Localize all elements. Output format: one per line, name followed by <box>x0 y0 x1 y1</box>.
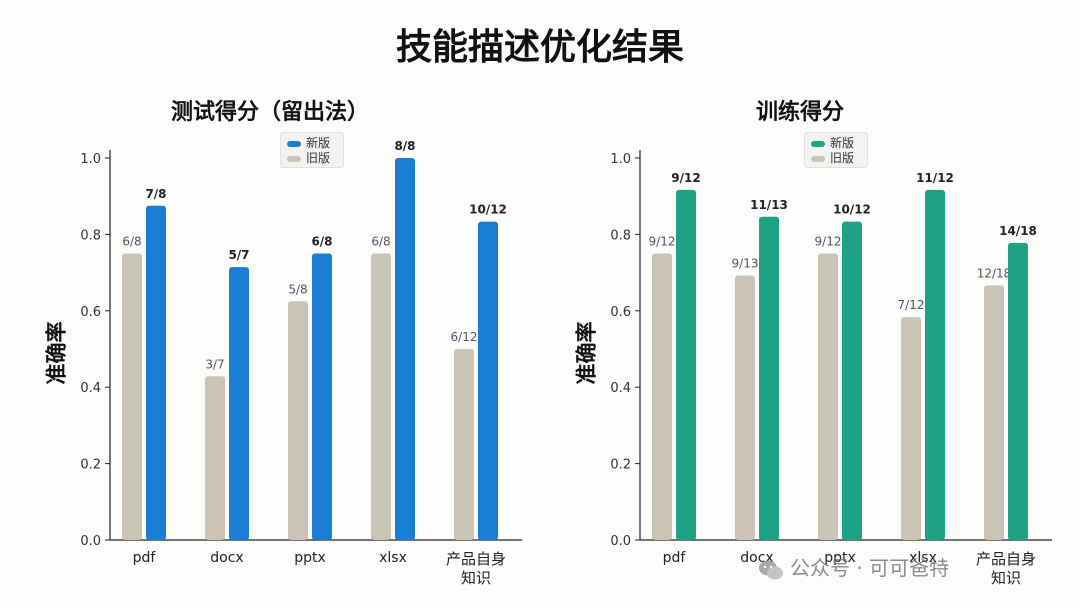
legend-item-new: 新版 <box>287 136 330 150</box>
bar-old <box>122 253 142 540</box>
bar-old <box>901 317 921 540</box>
legend-swatch-new <box>811 140 825 147</box>
bar-new <box>146 205 166 540</box>
legend-test: 新版 旧版 <box>280 132 344 168</box>
data-label-old: 6/8 <box>371 235 390 249</box>
x-tick-label: 产品自身 <box>976 550 1036 568</box>
data-label-old: 12/18 <box>977 266 1012 280</box>
bar-new <box>759 216 779 541</box>
legend-swatch-old <box>811 155 825 162</box>
bar-new <box>925 189 945 540</box>
x-tick-label: pdf <box>133 550 157 566</box>
legend-label-new: 新版 <box>830 136 855 150</box>
y-tick-label: 0.8 <box>610 228 631 243</box>
data-label-new: 9/12 <box>671 171 700 185</box>
x-tick-label: xlsx <box>909 550 937 566</box>
legend-item-old: 旧版 <box>811 151 854 165</box>
data-label-new: 14/18 <box>999 224 1037 238</box>
bar-old <box>652 253 672 540</box>
chart-title-test: 测试得分（留出法） <box>170 100 369 125</box>
page-title: 技能描述优化结果 <box>395 27 684 68</box>
legend-label-new: 新版 <box>306 136 331 150</box>
data-label-new: 11/13 <box>750 198 788 212</box>
data-label-new: 6/8 <box>311 235 332 249</box>
x-tick-label: 知识 <box>461 569 491 587</box>
y-tick-label: 0.6 <box>80 305 101 320</box>
data-label-new: 5/7 <box>228 248 249 262</box>
data-label-old: 6/8 <box>122 235 141 249</box>
y-tick-label: 0.2 <box>80 458 101 473</box>
legend-swatch-old <box>287 155 301 162</box>
x-tick-label: xlsx <box>379 550 407 566</box>
y-tick-label: 1.0 <box>80 152 101 167</box>
data-label-new: 8/8 <box>394 139 415 153</box>
chart-panel-train: 训练得分 新版 旧版 准确率 0.0 0.2 0.4 0.6 0.8 1.0 pdf 9/12… <box>540 90 1060 600</box>
bar-old <box>818 253 838 540</box>
data-label-new: 7/8 <box>145 187 166 201</box>
bar-old <box>735 275 755 540</box>
data-label-old: 6/12 <box>451 330 478 344</box>
watermark-text: 公众号 · 可可爸特 <box>790 556 950 580</box>
bar-old <box>454 349 474 540</box>
legend-train: 新版 旧版 <box>804 132 868 168</box>
bar-old <box>205 376 225 540</box>
bar-old <box>288 301 308 540</box>
bar-new <box>395 158 415 540</box>
legend-label-old: 旧版 <box>306 151 331 165</box>
bar-new <box>312 253 332 540</box>
bar-new <box>842 221 862 541</box>
watermark: 公众号 · 可可爸特 <box>758 552 1058 586</box>
y-tick-label: 0.2 <box>610 458 631 473</box>
y-tick-label: 0.8 <box>80 228 101 243</box>
bar-new <box>229 267 249 540</box>
x-tick-label: pptx <box>824 550 856 566</box>
plot-area-test: 0.0 0.2 0.4 0.6 0.8 1.0 pdf 6/8 7/8 docx 3/7 5/7 ppt… <box>80 139 522 587</box>
y-tick-label: 1.0 <box>610 152 631 167</box>
data-label-old: 5/8 <box>288 282 307 296</box>
data-label-old: 3/7 <box>205 357 224 371</box>
chart-panel-test: 测试得分（留出法） 新版 旧版 准确率 0.0 0.2 0.4 0.6 0.8 1.0 pd… <box>10 90 530 600</box>
legend-label-old: 旧版 <box>830 151 855 165</box>
bar-old <box>371 253 391 540</box>
bar-new <box>478 221 498 541</box>
legend-item-old: 旧版 <box>287 151 330 165</box>
data-label-old: 7/12 <box>898 298 925 312</box>
data-label-new: 10/12 <box>469 203 507 217</box>
x-tick-label: 产品自身 <box>446 550 506 568</box>
x-tick-label: docx <box>210 550 243 566</box>
y-tick-label: 0.4 <box>80 381 101 396</box>
data-label-old: 9/12 <box>649 235 676 249</box>
y-tick-label: 0.0 <box>610 534 631 549</box>
data-label-old: 9/12 <box>815 235 842 249</box>
plot-area-train: 0.00.20.40.60.81.0pdf9/129/12docx9/1311/… <box>610 150 1052 587</box>
chart-title-train: 训练得分 <box>755 100 844 125</box>
y-tick-label: 0.0 <box>80 534 101 549</box>
data-label-old: 9/13 <box>732 257 759 271</box>
legend-swatch-new <box>287 140 301 147</box>
y-tick-label: 0.4 <box>610 381 631 396</box>
y-tick-label: 0.6 <box>610 305 631 320</box>
data-label-new: 11/12 <box>916 171 954 185</box>
wechat-icon <box>759 560 783 579</box>
bar-old <box>984 285 1004 540</box>
x-tick-label: 知识 <box>991 569 1021 587</box>
data-label-new: 10/12 <box>833 203 871 217</box>
legend-item-new: 新版 <box>811 136 854 150</box>
bar-new <box>676 189 696 540</box>
bar-new <box>1008 242 1028 540</box>
x-tick-label: pptx <box>294 550 326 566</box>
x-tick-label: pdf <box>663 550 687 566</box>
